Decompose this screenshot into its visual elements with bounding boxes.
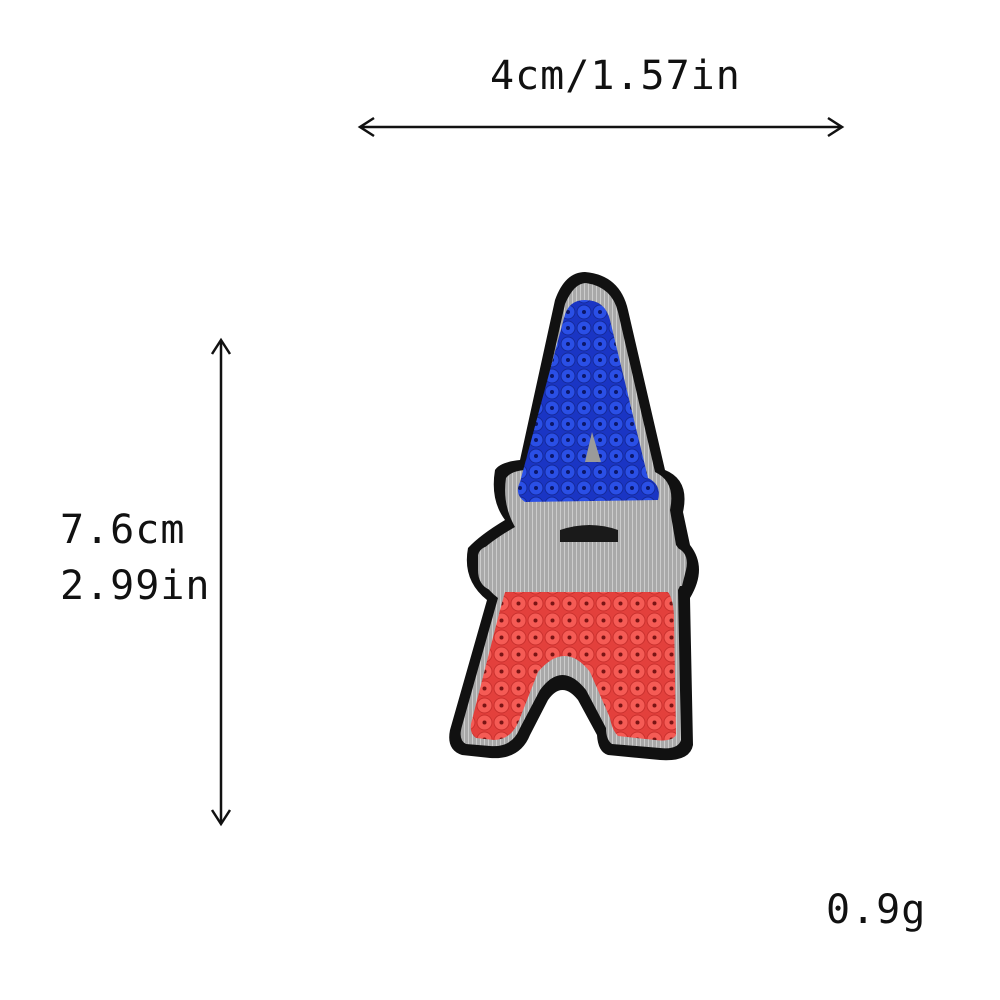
tower-middle-band [520,505,660,544]
tower-top-window [585,432,601,462]
eiffel-tower-patch [449,272,699,761]
tower-bottom-red [470,592,676,741]
height-cm-label: 7.6cm [60,507,186,553]
height-dimension-arrow [210,337,232,827]
tower-platform [478,544,687,590]
tower-top-blue [517,300,659,502]
height-in-label: 2.99in [60,563,211,609]
width-dimension-arrow [357,116,845,138]
width-dimension-label: 4cm/1.57in [490,53,741,99]
weight-label: 0.9g [826,887,927,933]
